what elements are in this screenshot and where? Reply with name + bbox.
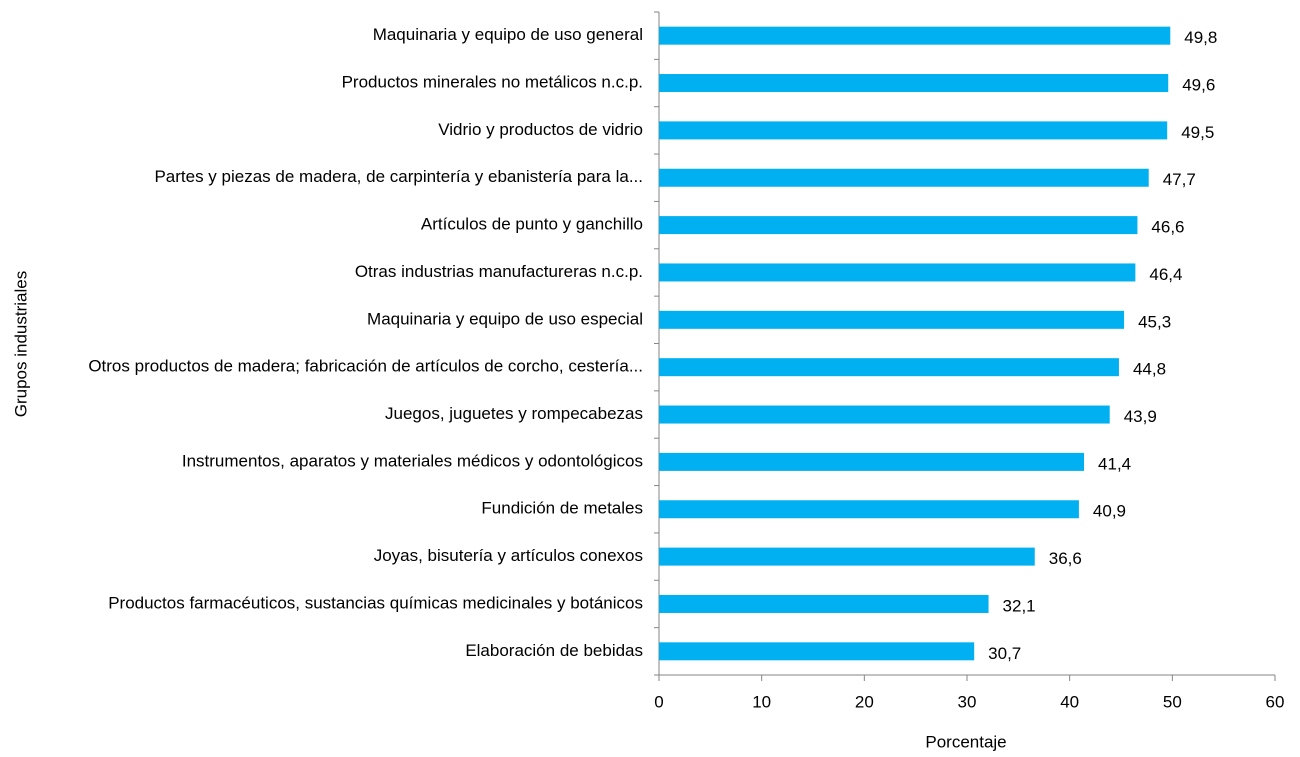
y-tick-label: Elaboración de bebidas (465, 641, 643, 660)
y-tick-label: Maquinaria y equipo de uso general (373, 25, 643, 44)
value-label: 40,9 (1093, 502, 1126, 521)
y-tick-label: Otros productos de madera; fabricación d… (88, 357, 643, 376)
bar (659, 168, 1149, 187)
y-tick-label: Fundición de metales (481, 499, 643, 518)
y-tick-label: Joyas, bisutería y artículos conexos (374, 546, 643, 565)
value-label: 46,4 (1149, 265, 1182, 284)
value-label: 43,9 (1124, 407, 1157, 426)
value-label: 45,3 (1138, 312, 1171, 331)
y-axis-label: Grupos industriales (11, 271, 30, 417)
y-tick-label: Vidrio y productos de vidrio (438, 120, 643, 139)
value-label: 36,6 (1049, 549, 1082, 568)
y-tick-label: Partes y piezas de madera, de carpinterí… (154, 167, 643, 186)
bar (659, 26, 1171, 45)
bar (659, 216, 1138, 235)
x-tick-label: 50 (1163, 692, 1182, 711)
bar (659, 547, 1035, 566)
y-tick-label: Juegos, juguetes y rompecabezas (385, 404, 643, 423)
x-tick-label: 30 (958, 692, 977, 711)
bar (659, 263, 1136, 282)
value-label: 46,6 (1151, 218, 1184, 237)
x-tick-label: 20 (855, 692, 874, 711)
bar (659, 121, 1168, 140)
bar (659, 500, 1079, 519)
bar (659, 642, 975, 661)
value-label: 49,8 (1184, 28, 1217, 47)
x-tick-label: 40 (1060, 692, 1079, 711)
bar (659, 405, 1110, 424)
value-label: 49,5 (1181, 123, 1214, 142)
value-label: 49,6 (1182, 76, 1215, 95)
value-label: 47,7 (1163, 170, 1196, 189)
x-axis-label: Porcentaje (925, 732, 1006, 751)
bar (659, 310, 1125, 329)
x-tick-label: 0 (654, 692, 663, 711)
y-tick-label: Maquinaria y equipo de uso especial (367, 309, 643, 328)
bar (659, 74, 1169, 93)
bar (659, 452, 1085, 471)
value-label: 32,1 (1003, 596, 1036, 615)
value-label: 41,4 (1098, 454, 1131, 473)
x-tick-label: 10 (752, 692, 771, 711)
bar (659, 594, 989, 613)
y-tick-label: Artículos de punto y ganchillo (421, 215, 643, 234)
y-tick-label: Otras industrias manufactureras n.c.p. (355, 262, 643, 281)
y-tick-label: Instrumentos, aparatos y materiales médi… (182, 451, 643, 470)
y-tick-label: Productos farmacéuticos, sustancias quím… (108, 593, 643, 612)
value-label: 30,7 (988, 644, 1021, 663)
bar (659, 358, 1119, 377)
value-label: 44,8 (1133, 360, 1166, 379)
x-tick-label: 60 (1266, 692, 1285, 711)
y-tick-label: Productos minerales no metálicos n.c.p. (342, 73, 643, 92)
